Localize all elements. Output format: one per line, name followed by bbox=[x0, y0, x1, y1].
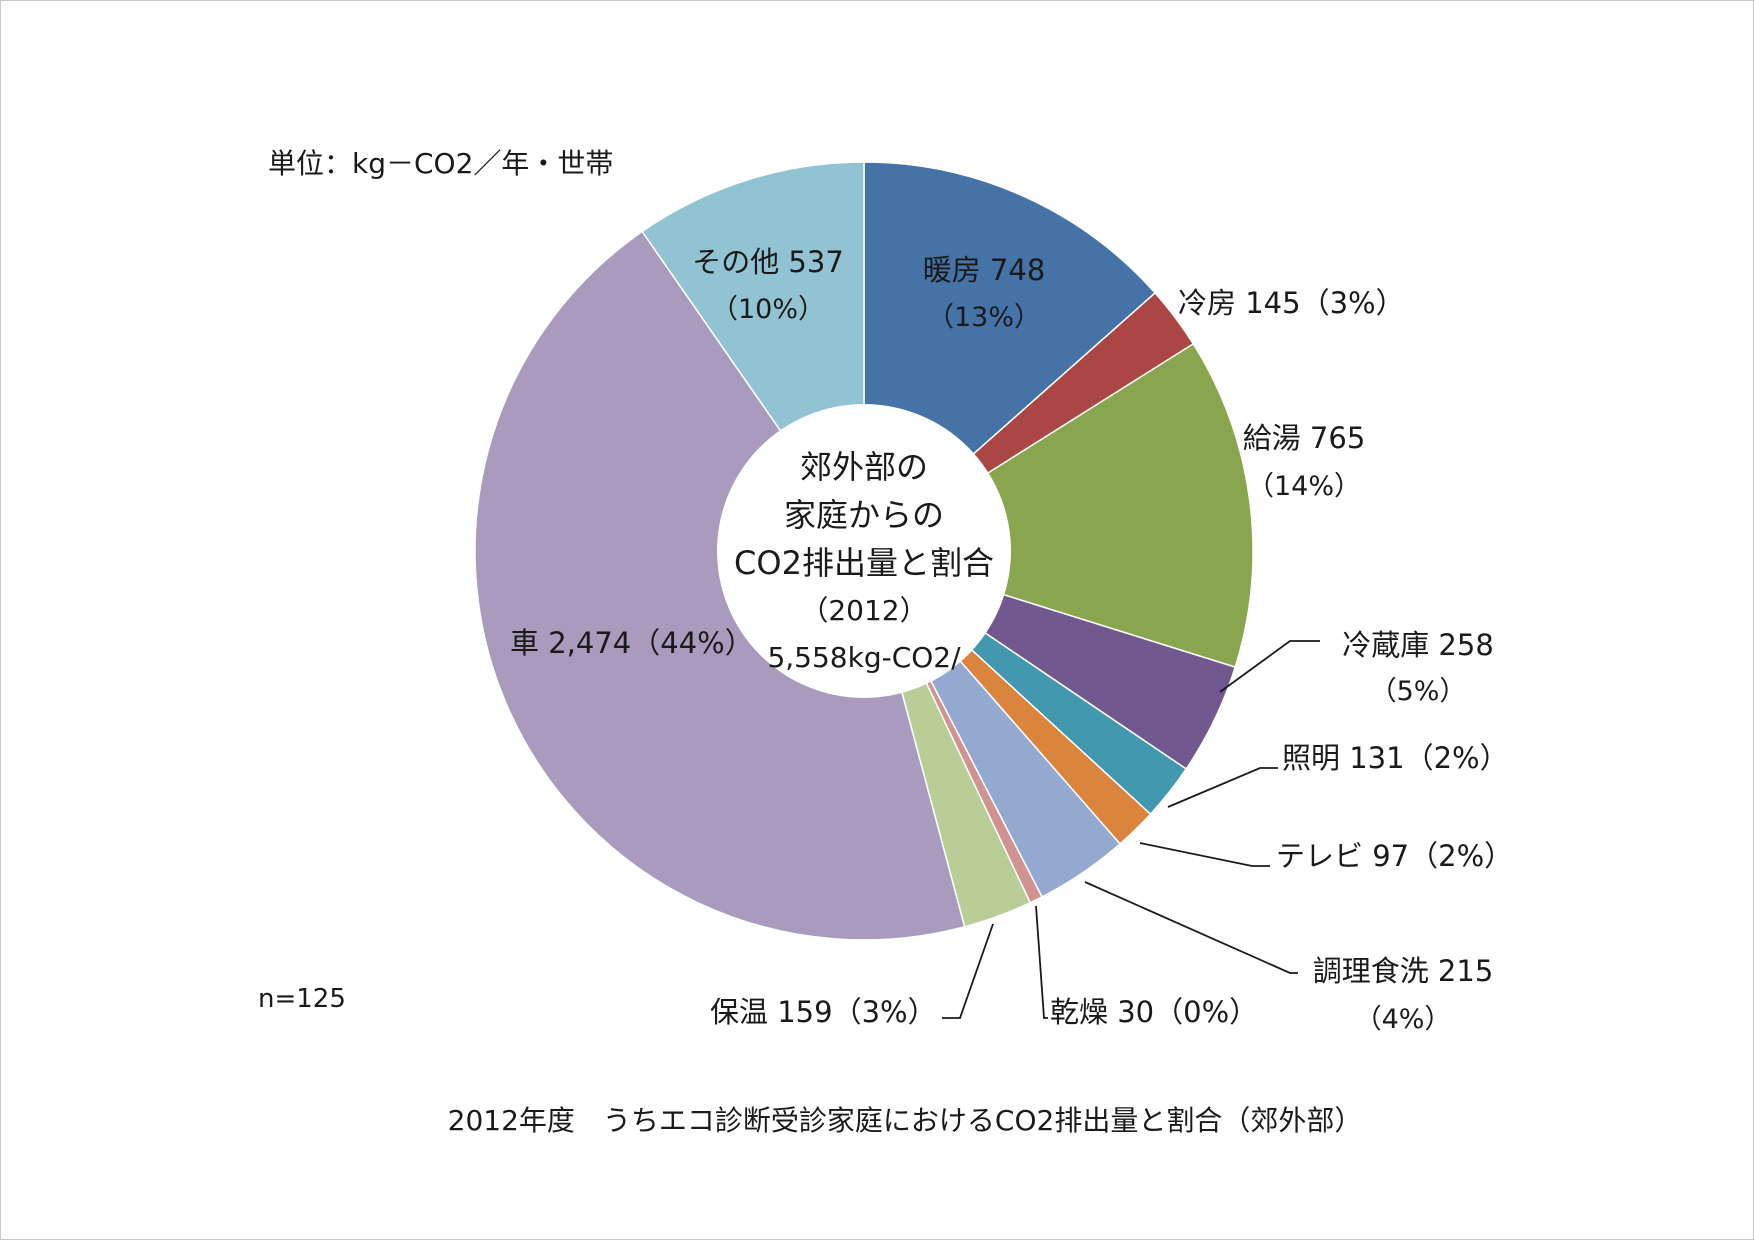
label-cooking: 調理食洗 215 bbox=[1313, 954, 1494, 988]
chart-caption: 2012年度 うちエコ診断受診家庭におけるCO2排出量と割合（郊外部） bbox=[448, 1104, 1363, 1137]
label-other-pct: （10%） bbox=[711, 294, 825, 325]
center-year: （2012） bbox=[800, 594, 927, 627]
label-fridge: 冷蔵庫 258 bbox=[1342, 628, 1494, 662]
label-lighting: 照明 131（2%） bbox=[1282, 741, 1509, 775]
label-hot-water-pct: （14%） bbox=[1247, 471, 1361, 502]
donut-hole bbox=[717, 404, 1011, 698]
label-heating-pct: （13%） bbox=[927, 302, 1041, 333]
label-heating: 暖房 748 bbox=[923, 253, 1046, 287]
unit-note: 単位：kg－CO2／年・世帯 bbox=[268, 147, 613, 180]
leader-dryer bbox=[1035, 905, 1048, 1019]
center-title-line1: 郊外部の bbox=[800, 448, 928, 486]
leader-warming bbox=[942, 923, 994, 1019]
label-other: その他 537 bbox=[692, 245, 844, 279]
label-tv: テレビ 97（2%） bbox=[1276, 839, 1513, 873]
slice-9 bbox=[474, 230, 966, 941]
label-warming: 保温 159（3%） bbox=[710, 995, 937, 1029]
leader-cooking bbox=[1084, 881, 1298, 974]
label-cooking-pct: （4%） bbox=[1355, 1004, 1452, 1035]
label-dryer: 乾燥 30（0%） bbox=[1050, 995, 1258, 1029]
leader-fridge bbox=[1219, 640, 1320, 693]
sample-size-note: n=125 bbox=[258, 984, 346, 1014]
leader-lighting bbox=[1167, 767, 1278, 808]
label-car: 車 2,474（44%） bbox=[510, 626, 754, 660]
center-title-line3: CO2排出量と割合 bbox=[734, 544, 994, 582]
center-title-line2: 家庭からの bbox=[784, 496, 944, 534]
center-total: 5,558kg-CO2/ bbox=[767, 641, 961, 674]
leader-tv bbox=[1139, 842, 1270, 867]
label-hot-water: 給湯 765 bbox=[1243, 421, 1366, 455]
leader-lines bbox=[942, 640, 1320, 1019]
label-cooling: 冷房 145（3%） bbox=[1178, 286, 1405, 320]
slice-2 bbox=[862, 342, 1254, 669]
label-fridge-pct: （5%） bbox=[1370, 676, 1467, 707]
